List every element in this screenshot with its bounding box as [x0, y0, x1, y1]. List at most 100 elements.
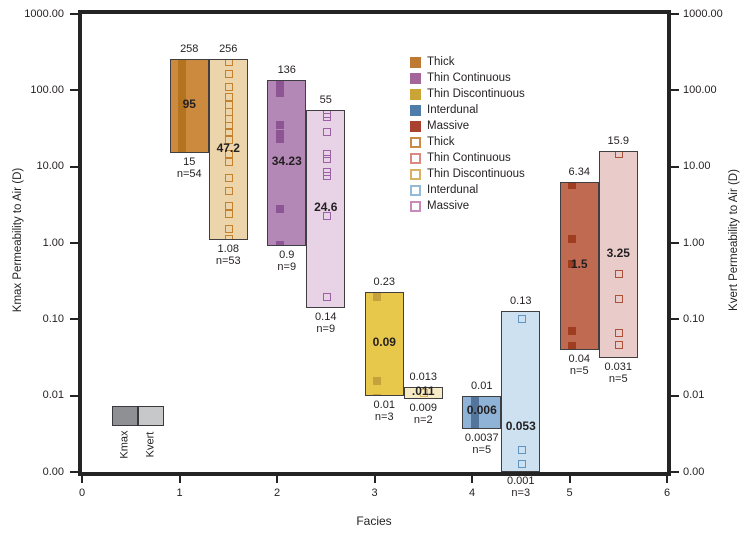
data-point-marker [568, 182, 577, 189]
bar-mid-label: 0.006 [466, 403, 497, 418]
y-tick-right [671, 165, 679, 168]
y-tick-left [70, 471, 78, 473]
legend-label: Interdunal [427, 103, 479, 116]
x-tick [666, 476, 668, 483]
inset-key-kmax-label: Kmax [118, 430, 131, 459]
y-tick-label-left: 0.10 [42, 312, 64, 325]
legend-label: Interdunal [427, 183, 479, 196]
data-point-marker [275, 121, 284, 130]
inset-key-kmax-swatch [112, 406, 138, 426]
data-point-marker [225, 173, 234, 182]
x-tick-label: 5 [566, 487, 573, 499]
y-tick-right [671, 13, 679, 15]
legend-item: Thick [410, 134, 525, 150]
data-point-marker [225, 225, 234, 234]
bar-n-label: n=9 [316, 323, 336, 336]
x-tick-label: 4 [468, 487, 476, 499]
legend-label: Thick [427, 135, 455, 148]
bar-max-label: 0.01 [471, 379, 493, 392]
y-tick-left [70, 13, 78, 15]
y-tick-label-right: 10.00 [683, 160, 711, 173]
data-point-marker [178, 91, 187, 100]
data-point-marker [178, 66, 187, 75]
data-point-marker [225, 82, 234, 91]
data-point-marker [322, 150, 331, 159]
bar-max-label: 6.34 [568, 165, 590, 178]
legend-swatch-filled-icon [410, 104, 421, 116]
y-tick-right [671, 471, 679, 473]
y-tick-left [70, 242, 78, 244]
data-point-marker [178, 133, 187, 142]
legend-swatch-filled-icon [410, 88, 421, 100]
data-point-marker [470, 414, 479, 423]
x-tick [373, 476, 376, 483]
data-point-marker [178, 127, 187, 136]
x-tick-label: 3 [371, 487, 378, 499]
bar-max-label: 0.13 [510, 294, 532, 307]
data-point-marker [178, 109, 187, 117]
data-point-marker [178, 71, 187, 80]
data-point-marker [225, 209, 234, 218]
data-point-marker [322, 172, 331, 181]
data-point-marker [568, 342, 577, 349]
plot-area [78, 10, 671, 476]
data-point-marker [322, 154, 331, 163]
data-point-marker [225, 136, 234, 145]
legend-item: Thick [410, 54, 525, 70]
bar-mid-label: 1.5 [570, 256, 588, 271]
data-point-marker [178, 103, 187, 112]
data-point-marker [568, 259, 577, 268]
x-tick-label: 1 [176, 487, 183, 499]
y-tick-label-left: 1.00 [42, 236, 64, 249]
data-point-marker [517, 314, 526, 323]
y-tick-label-left: 10.00 [36, 160, 64, 173]
y-tick-right [671, 394, 679, 397]
bar-min-label: 0.001 [506, 475, 535, 487]
data-point-marker [275, 204, 284, 213]
data-point-marker [275, 129, 284, 138]
data-point-marker [373, 394, 382, 395]
data-point-marker [322, 212, 331, 221]
data-point-marker [225, 128, 234, 137]
bar-max-label: 0.013 [409, 370, 438, 383]
bar-f5-kmax [559, 181, 599, 350]
data-point-marker [225, 157, 234, 166]
y-tick-label-right: 100.00 [683, 83, 717, 96]
bar-min-label: 0.04 [568, 352, 590, 365]
legend-label: Massive [427, 119, 470, 132]
legend-item: Thin Discontinuous [410, 166, 525, 182]
y-tick-label-right: 1.00 [683, 236, 705, 249]
bar-mid-label: 0.053 [505, 419, 536, 434]
bar-f1-kvert [208, 59, 248, 241]
bar-max-label: 258 [180, 42, 199, 55]
y-tick-right [671, 242, 679, 244]
legend-item: Thin Continuous [410, 70, 525, 86]
bar-mid-label: .011 [411, 384, 435, 399]
bar-n-label: n=5 [472, 443, 492, 456]
bar-n-label: n=5 [569, 364, 589, 377]
y-tick-left [70, 165, 78, 168]
bar-min-label: 0.031 [604, 361, 633, 374]
legend-label: Thin Continuous [427, 151, 511, 164]
data-point-marker [373, 293, 382, 302]
data-point-marker [615, 152, 624, 159]
data-point-marker [517, 460, 526, 469]
data-point-marker [275, 89, 284, 98]
y-tick-left [70, 89, 78, 92]
inset-key-kvert-swatch [138, 406, 164, 426]
data-point-marker [322, 167, 331, 176]
legend-swatch-filled-icon [410, 72, 421, 84]
y-tick-right [671, 89, 679, 92]
bar-n-label: n=54 [176, 168, 202, 181]
y-tick-label-right: 0.00 [683, 465, 705, 478]
bar-n-label: n=9 [277, 261, 297, 274]
data-point-marker [225, 93, 234, 102]
data-point-marker [178, 114, 187, 123]
data-point-marker [178, 146, 187, 153]
data-point-marker [322, 127, 331, 136]
legend-label: Thin Discontinuous [427, 167, 525, 180]
legend-label: Thick [427, 55, 455, 68]
legend-item: Massive [410, 198, 525, 214]
data-point-marker [275, 240, 284, 246]
bar-min-label: 0.9 [279, 249, 295, 262]
